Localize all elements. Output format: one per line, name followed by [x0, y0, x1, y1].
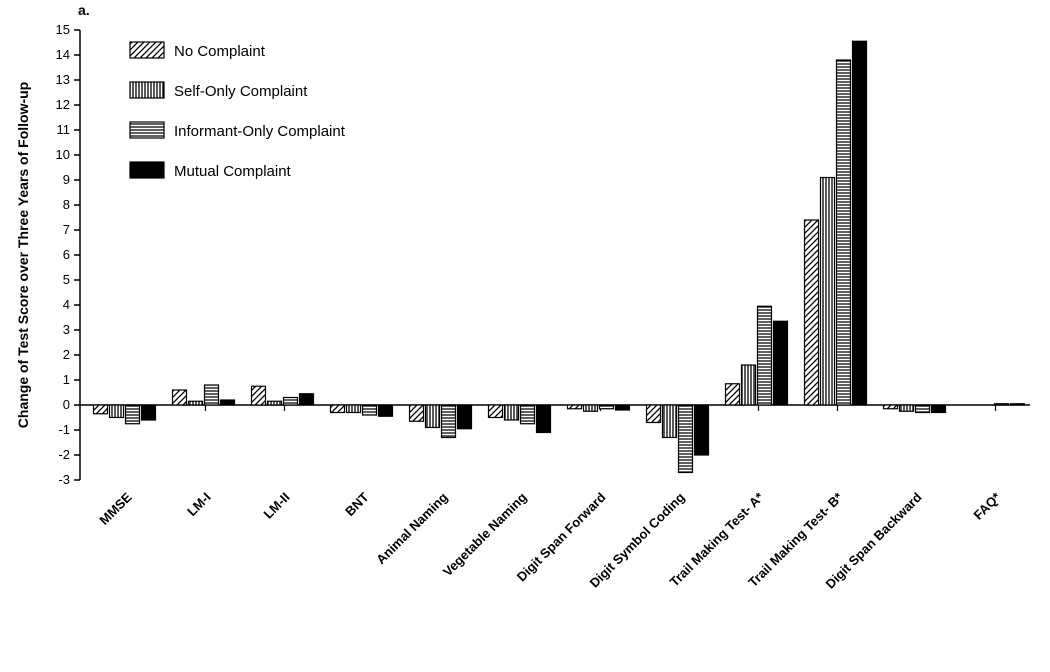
svg-text:Self-Only Complaint: Self-Only Complaint	[174, 83, 308, 100]
svg-text:14: 14	[56, 47, 70, 62]
svg-text:5: 5	[63, 272, 70, 287]
svg-text:LM-II: LM-II	[261, 490, 293, 522]
svg-text:LM-I: LM-I	[184, 490, 213, 519]
chart-container: a. -3-2-10123456789101112131415Change of…	[0, 0, 1050, 672]
svg-text:10: 10	[56, 147, 70, 162]
svg-text:No Complaint: No Complaint	[174, 43, 266, 60]
svg-text:Animal Naming: Animal Naming	[373, 489, 451, 567]
svg-text:1: 1	[63, 372, 70, 387]
svg-text:6: 6	[63, 247, 70, 262]
svg-text:BNT: BNT	[342, 489, 372, 519]
svg-text:12: 12	[56, 97, 70, 112]
svg-text:9: 9	[63, 172, 70, 187]
svg-text:11: 11	[57, 122, 71, 137]
svg-text:2: 2	[63, 347, 70, 362]
svg-text:-1: -1	[58, 422, 70, 437]
svg-text:Vegetable Naming: Vegetable Naming	[440, 489, 530, 579]
svg-text:-2: -2	[58, 447, 70, 462]
svg-text:Informant-Only Complaint: Informant-Only Complaint	[174, 123, 346, 140]
svg-text:15: 15	[56, 22, 70, 37]
svg-text:MMSE: MMSE	[96, 489, 134, 527]
svg-text:4: 4	[63, 297, 70, 312]
grouped-bar-chart: -3-2-10123456789101112131415Change of Te…	[0, 0, 1050, 672]
panel-label: a.	[78, 2, 90, 18]
svg-text:8: 8	[63, 197, 70, 212]
svg-text:Mutual Complaint: Mutual Complaint	[174, 163, 292, 180]
svg-text:0: 0	[63, 397, 70, 412]
svg-text:-3: -3	[58, 472, 70, 487]
svg-text:7: 7	[63, 222, 70, 237]
svg-text:13: 13	[56, 72, 70, 87]
svg-text:3: 3	[63, 322, 70, 337]
svg-text:Digit Span Forward: Digit Span Forward	[514, 489, 609, 584]
svg-text:Change of Test Score over Thre: Change of Test Score over Three Years of…	[15, 82, 31, 428]
svg-text:FAQ*: FAQ*	[971, 489, 1005, 523]
